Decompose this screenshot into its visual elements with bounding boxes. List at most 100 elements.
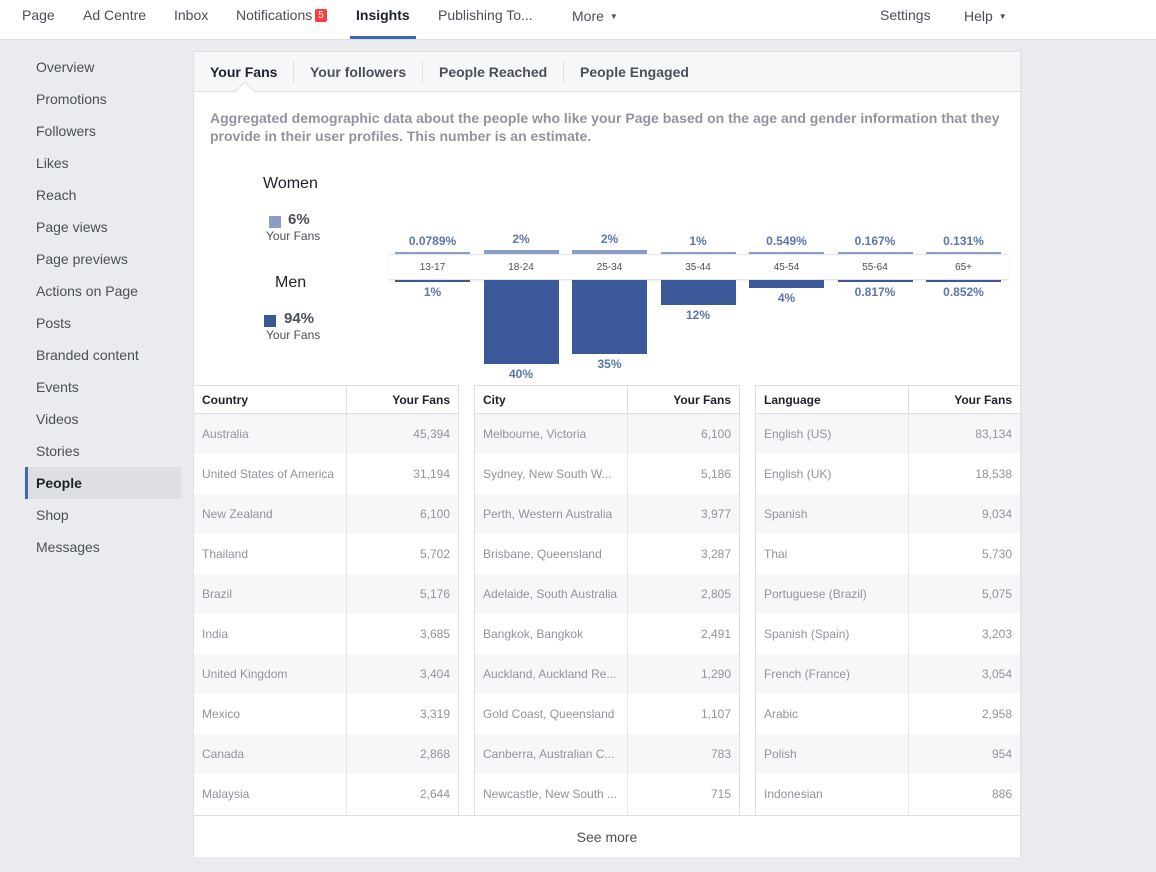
- row-name-cell: Perth, Western Australia: [475, 494, 628, 534]
- nav-more[interactable]: More ▼: [572, 0, 618, 40]
- women-value-label: 0.549%: [766, 234, 807, 248]
- women-bar[interactable]: [837, 252, 913, 254]
- sidebar-item-people[interactable]: People: [25, 467, 181, 499]
- nav-help[interactable]: Help ▼: [964, 0, 1007, 40]
- women-bar[interactable]: [572, 250, 647, 254]
- chevron-down-icon: ▼: [998, 12, 1007, 21]
- row-fans-cell: 5,702: [419, 547, 450, 561]
- column-header-fans[interactable]: Your Fans: [954, 393, 1012, 407]
- nav-inbox[interactable]: Inbox: [174, 7, 209, 23]
- sidebar-item-overview[interactable]: Overview: [36, 59, 95, 75]
- table-row: Spanish (Spain) 3,203: [756, 614, 1020, 654]
- column-header-name[interactable]: Country: [194, 386, 347, 413]
- table-body: English (US) 83,134 English (UK) 18,538 Span…: [756, 414, 1020, 814]
- legend-women-title: Women: [263, 175, 318, 192]
- men-bar[interactable]: [837, 280, 913, 282]
- tab-divider: [422, 61, 423, 83]
- legend-men-subtitle: Your Fans: [266, 328, 321, 342]
- row-name-cell: Thai: [756, 534, 909, 574]
- table-gutter: [739, 385, 756, 815]
- men-bar[interactable]: [660, 280, 736, 306]
- women-value-label: 0.131%: [943, 234, 984, 248]
- sidebar-item-followers[interactable]: Followers: [36, 123, 96, 139]
- row-name-cell: Gold Coast, Queensland: [475, 694, 628, 734]
- row-name-cell: United States of America: [194, 454, 347, 494]
- row-name-cell: Canberra, Australian C...: [475, 734, 628, 774]
- men-value-label: 4%: [777, 291, 796, 306]
- row-fans-cell: 31,194: [413, 467, 450, 481]
- tab-your-followers[interactable]: Your followers: [310, 64, 407, 80]
- row-name-cell: India: [194, 614, 347, 654]
- row-fans-cell: 3,287: [700, 547, 731, 561]
- row-name-cell: Indonesian: [756, 774, 909, 814]
- row-fans-cell: 9,034: [981, 507, 1012, 521]
- nav-notifications-label: Notifications: [236, 7, 313, 23]
- nav-ad-centre[interactable]: Ad Centre: [83, 7, 147, 23]
- table-header: Country Your Fans: [194, 385, 458, 414]
- table-body: Melbourne, Victoria 6,100 Sydney, New Sout…: [475, 414, 739, 814]
- nav-publishing-tools[interactable]: Publishing To...: [438, 7, 533, 23]
- sidebar-item-actions-on-page[interactable]: Actions on Page: [36, 283, 138, 299]
- legend-women-percent: 6%: [288, 211, 310, 228]
- men-bar[interactable]: [749, 280, 824, 289]
- sidebar-item-likes[interactable]: Likes: [36, 155, 69, 171]
- see-more-button[interactable]: See more: [194, 815, 1020, 857]
- women-bar[interactable]: [660, 252, 736, 254]
- legend-women-subtitle: Your Fans: [266, 229, 321, 243]
- column-header-name[interactable]: Language: [756, 386, 909, 413]
- age-tick-label: 18-24: [508, 262, 534, 273]
- age-tick-label: 65+: [955, 262, 972, 273]
- row-fans-cell: 3,054: [981, 667, 1012, 681]
- nav-settings[interactable]: Settings: [880, 7, 931, 23]
- tab-people-engaged[interactable]: People Engaged: [580, 64, 689, 80]
- row-fans-cell: 886: [991, 787, 1012, 801]
- sidebar-item-reach[interactable]: Reach: [36, 187, 77, 203]
- row-name-cell: Melbourne, Victoria: [475, 414, 628, 454]
- women-value-label: 2%: [600, 232, 619, 246]
- women-bar[interactable]: [749, 252, 824, 254]
- men-bar[interactable]: [926, 280, 1001, 282]
- row-name-cell: Newcastle, New South ...: [475, 774, 628, 814]
- table-row: Adelaide, South Australia 2,805: [475, 574, 739, 614]
- notification-count-badge: 5: [315, 9, 327, 22]
- row-fans-cell: 83,134: [975, 427, 1012, 441]
- table-row: Brazil 5,176: [194, 574, 458, 614]
- sidebar-item-videos[interactable]: Videos: [36, 411, 79, 427]
- row-name-cell: English (US): [756, 414, 909, 454]
- sidebar-item-promotions[interactable]: Promotions: [36, 91, 107, 107]
- table-row: Spanish 9,034: [756, 494, 1020, 534]
- women-bar[interactable]: [926, 252, 1001, 254]
- row-fans-cell: 18,538: [975, 467, 1012, 481]
- sidebar-item-shop[interactable]: Shop: [36, 507, 69, 523]
- sidebar-item-posts[interactable]: Posts: [36, 315, 72, 331]
- sidebar-item-page-views[interactable]: Page views: [36, 219, 108, 235]
- nav-insights[interactable]: Insights: [350, 0, 416, 40]
- women-value-label: 0.167%: [854, 234, 896, 248]
- women-bar[interactable]: [395, 252, 470, 254]
- tab-people-reached[interactable]: People Reached: [439, 64, 548, 80]
- men-value-label: 0.817%: [854, 285, 896, 299]
- row-name-cell: Canada: [194, 734, 347, 774]
- tab-your-fans[interactable]: Your Fans: [210, 64, 278, 80]
- row-fans-cell: 783: [710, 747, 731, 761]
- column-header-fans[interactable]: Your Fans: [673, 393, 731, 407]
- nav-notifications[interactable]: Notifications 5: [236, 0, 327, 40]
- table-row: Perth, Western Australia 3,977: [475, 494, 739, 534]
- audience-tabs: Your Fans Your followers People Reached …: [194, 52, 1020, 101]
- sidebar-item-branded-content[interactable]: Branded content: [36, 347, 139, 363]
- table-row: India 3,685: [194, 614, 458, 654]
- row-fans-cell: 5,176: [419, 587, 450, 601]
- men-bar[interactable]: [483, 280, 559, 364]
- table-row: United Kingdom 3,404: [194, 654, 458, 694]
- column-header-name[interactable]: City: [475, 386, 628, 413]
- column-header-fans[interactable]: Your Fans: [392, 393, 450, 407]
- men-bar[interactable]: [572, 280, 647, 354]
- sidebar-item-stories[interactable]: Stories: [36, 443, 80, 459]
- sidebar-item-messages[interactable]: Messages: [36, 539, 100, 555]
- sidebar-item-events[interactable]: Events: [36, 379, 79, 395]
- nav-page[interactable]: Page: [22, 7, 55, 23]
- sidebar-item-page-previews[interactable]: Page previews: [36, 251, 128, 267]
- men-bar[interactable]: [395, 280, 470, 283]
- table-row: Melbourne, Victoria 6,100: [475, 414, 739, 454]
- women-bar[interactable]: [483, 250, 559, 254]
